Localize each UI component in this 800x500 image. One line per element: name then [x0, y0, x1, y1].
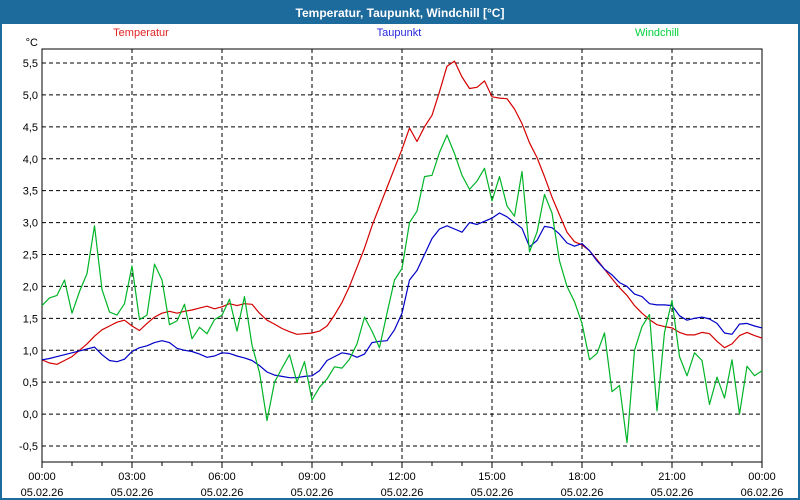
y-tick-label: 0,0 — [23, 409, 38, 421]
x-tick-time-label: 03:00 — [118, 471, 146, 483]
series-temperatur-line — [41, 60, 763, 365]
legend-taupunkt: Taupunkt — [376, 27, 422, 39]
y-tick-label: -0,5 — [19, 441, 38, 453]
y-tick-label: 5,0 — [23, 90, 38, 102]
x-tick-date-label: 05.02.26 — [381, 487, 424, 499]
y-tick-label: 4,0 — [23, 154, 38, 166]
y-tick-label: 3,5 — [23, 186, 38, 198]
x-tick-date-label: 05.02.26 — [21, 487, 64, 499]
x-tick-time-label: 12:00 — [388, 471, 416, 483]
x-tick-date-label: 05.02.26 — [291, 487, 334, 499]
x-tick-time-label: 15:00 — [478, 471, 506, 483]
window-titlebar[interactable]: Temperatur, Taupunkt, Windchill [°C] — [2, 2, 798, 24]
x-tick-time-label: 06:00 — [208, 471, 236, 483]
x-tick-date-label: 05.02.26 — [561, 487, 604, 499]
y-tick-label: 3,0 — [23, 218, 38, 230]
chart-legend: Temperatur Taupunkt Windchill — [2, 27, 798, 43]
y-axis-unit-label: °C — [26, 37, 38, 49]
series-windchill-line — [41, 134, 763, 444]
x-tick-time-label: 18:00 — [568, 471, 596, 483]
x-tick-time-label: 21:00 — [658, 471, 686, 483]
legend-windchill: Windchill — [634, 27, 680, 39]
x-tick-time-label: 00:00 — [28, 471, 56, 483]
y-tick-label: 2,5 — [23, 250, 38, 262]
y-tick-label: 1,0 — [23, 345, 38, 357]
y-tick-label: 4,5 — [23, 122, 38, 134]
legend-temperatur: Temperatur — [113, 27, 169, 39]
y-tick-label: 1,5 — [23, 313, 38, 325]
x-tick-time-label: 09:00 — [298, 471, 326, 483]
x-tick-date-label: 05.02.26 — [651, 487, 694, 499]
y-tick-label: 5,5 — [23, 58, 38, 70]
x-tick-date-label: 05.02.26 — [471, 487, 514, 499]
x-tick-date-label: 05.02.26 — [111, 487, 154, 499]
y-tick-label: 2,0 — [23, 281, 38, 293]
series-taupunkt-line — [41, 212, 763, 379]
x-tick-date-label: 05.02.26 — [201, 487, 244, 499]
y-tick-label: 0,5 — [23, 377, 38, 389]
x-tick-time-label: 00:00 — [748, 471, 776, 483]
x-tick-date-label: 06.02.26 — [741, 487, 784, 499]
